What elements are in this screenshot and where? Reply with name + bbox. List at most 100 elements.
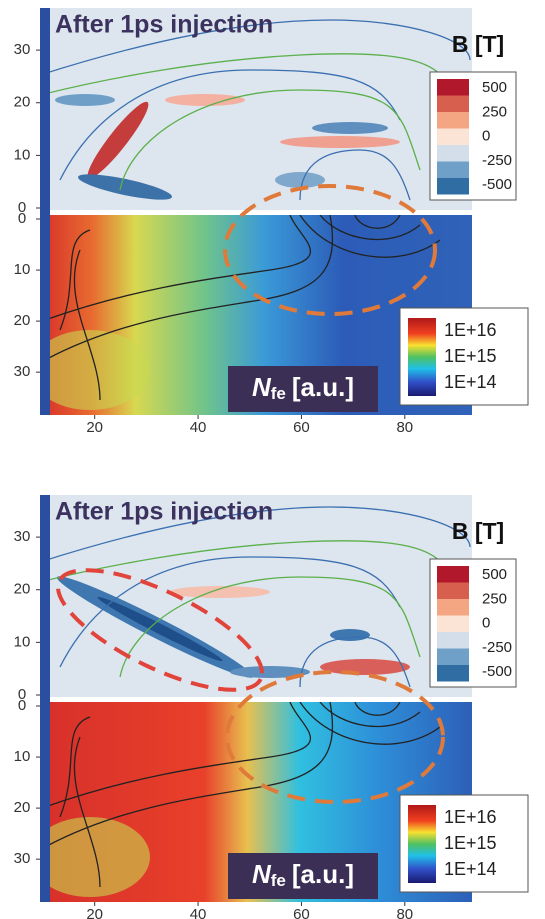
x-tick-label: 40 (190, 906, 207, 919)
label-box (228, 853, 378, 899)
legend-swatch (437, 665, 469, 682)
x-tick-label: 60 (293, 419, 310, 436)
legend-label: 0 (482, 128, 490, 145)
legend-swatch (437, 95, 469, 112)
x-tick-label: 60 (293, 906, 310, 919)
b-label: B [T] (452, 518, 504, 544)
legend-swatch (437, 178, 469, 195)
legend-label: 250 (482, 103, 507, 120)
legend-label: -500 (482, 176, 512, 193)
legend-label: 500 (482, 79, 507, 96)
panel-title: After 1ps injection (55, 498, 273, 526)
field-region (312, 122, 388, 134)
contour (59, 69, 401, 181)
field-region (87, 101, 149, 179)
y-tick-label: 10 (14, 748, 31, 765)
contour (59, 556, 401, 668)
legend-label: 250 (482, 590, 507, 607)
legend-swatch (437, 582, 469, 599)
legend-swatch (437, 79, 469, 96)
axis-strip (40, 8, 50, 415)
legend-swatch (437, 599, 469, 616)
contour (44, 702, 334, 848)
legend-swatch (437, 161, 469, 178)
x-tick-label: 20 (86, 419, 103, 436)
field-region (78, 174, 172, 200)
unit: [a.u.] (292, 372, 354, 402)
legend-label: 1E+16 (444, 807, 497, 827)
y-tick-label: 30 (14, 528, 31, 545)
legend-label: 1E+15 (444, 833, 497, 853)
y-tick-label: 10 (14, 146, 31, 163)
contour (354, 702, 401, 716)
contour (40, 540, 451, 583)
contour (44, 215, 311, 321)
unit: [a.u.] (292, 859, 354, 889)
contour (40, 19, 471, 76)
y-tick-label: 30 (14, 363, 31, 380)
highlight-ellipse (223, 184, 437, 316)
y-tick-label: 20 (14, 799, 31, 816)
legend-swatch (437, 615, 469, 632)
colorbar (408, 805, 436, 883)
legend-swatch (437, 128, 469, 145)
field-region (165, 94, 245, 106)
field-region (97, 596, 223, 662)
y-tick-label: 0 (18, 686, 26, 703)
contour (299, 636, 411, 688)
density-label: Nfe [a.u.] (252, 859, 354, 891)
contour (40, 506, 471, 563)
y-tick-label: 0 (18, 199, 26, 216)
contour (40, 53, 451, 96)
y-tick-label: 20 (14, 94, 31, 111)
field-region (330, 629, 370, 641)
legend-swatch (437, 566, 469, 583)
legend-label: -500 (482, 663, 512, 680)
contour (119, 89, 421, 191)
highlight-ellipse (225, 670, 445, 804)
contour (44, 702, 311, 808)
legend-swatch (437, 145, 469, 162)
contour (73, 736, 101, 888)
legend-swatch (437, 648, 469, 665)
contour (73, 249, 101, 401)
y-tick-label: 10 (14, 261, 31, 278)
contour (299, 702, 441, 745)
y-tick-label: 0 (18, 697, 26, 714)
contour (319, 702, 421, 728)
x-tick-label: 80 (396, 419, 413, 436)
contour (44, 215, 334, 361)
highlight-ellipse (55, 568, 265, 692)
field-region (170, 586, 270, 598)
b-label: B [T] (452, 31, 504, 57)
contour (299, 215, 441, 258)
legend-label: 0 (482, 615, 490, 632)
density-label: Nfe [a.u.] (252, 372, 354, 404)
field-region (320, 659, 410, 675)
contour (354, 215, 401, 229)
y-tick-label: 20 (14, 312, 31, 329)
subscript: fe (271, 384, 286, 403)
legend-label: 500 (482, 566, 507, 583)
axis-strip (40, 495, 50, 902)
legend-label: 1E+14 (444, 859, 497, 879)
symbol: N (252, 859, 272, 889)
legend-swatch (437, 112, 469, 129)
legend-label: 1E+16 (444, 320, 497, 340)
symbol: N (252, 372, 272, 402)
legend-label: -250 (482, 639, 512, 656)
x-tick-label: 40 (190, 419, 207, 436)
b-field-map (40, 495, 472, 697)
y-tick-label: 30 (14, 41, 31, 58)
legend-label: 1E+15 (444, 346, 497, 366)
colorbar (408, 318, 436, 396)
contour (119, 576, 421, 678)
subscript: fe (271, 871, 286, 890)
y-tick-label: 0 (18, 210, 26, 227)
field-region (280, 136, 400, 148)
y-tick-label: 30 (14, 850, 31, 867)
density-region (40, 817, 150, 897)
density-region (40, 330, 150, 410)
contour (299, 149, 411, 201)
